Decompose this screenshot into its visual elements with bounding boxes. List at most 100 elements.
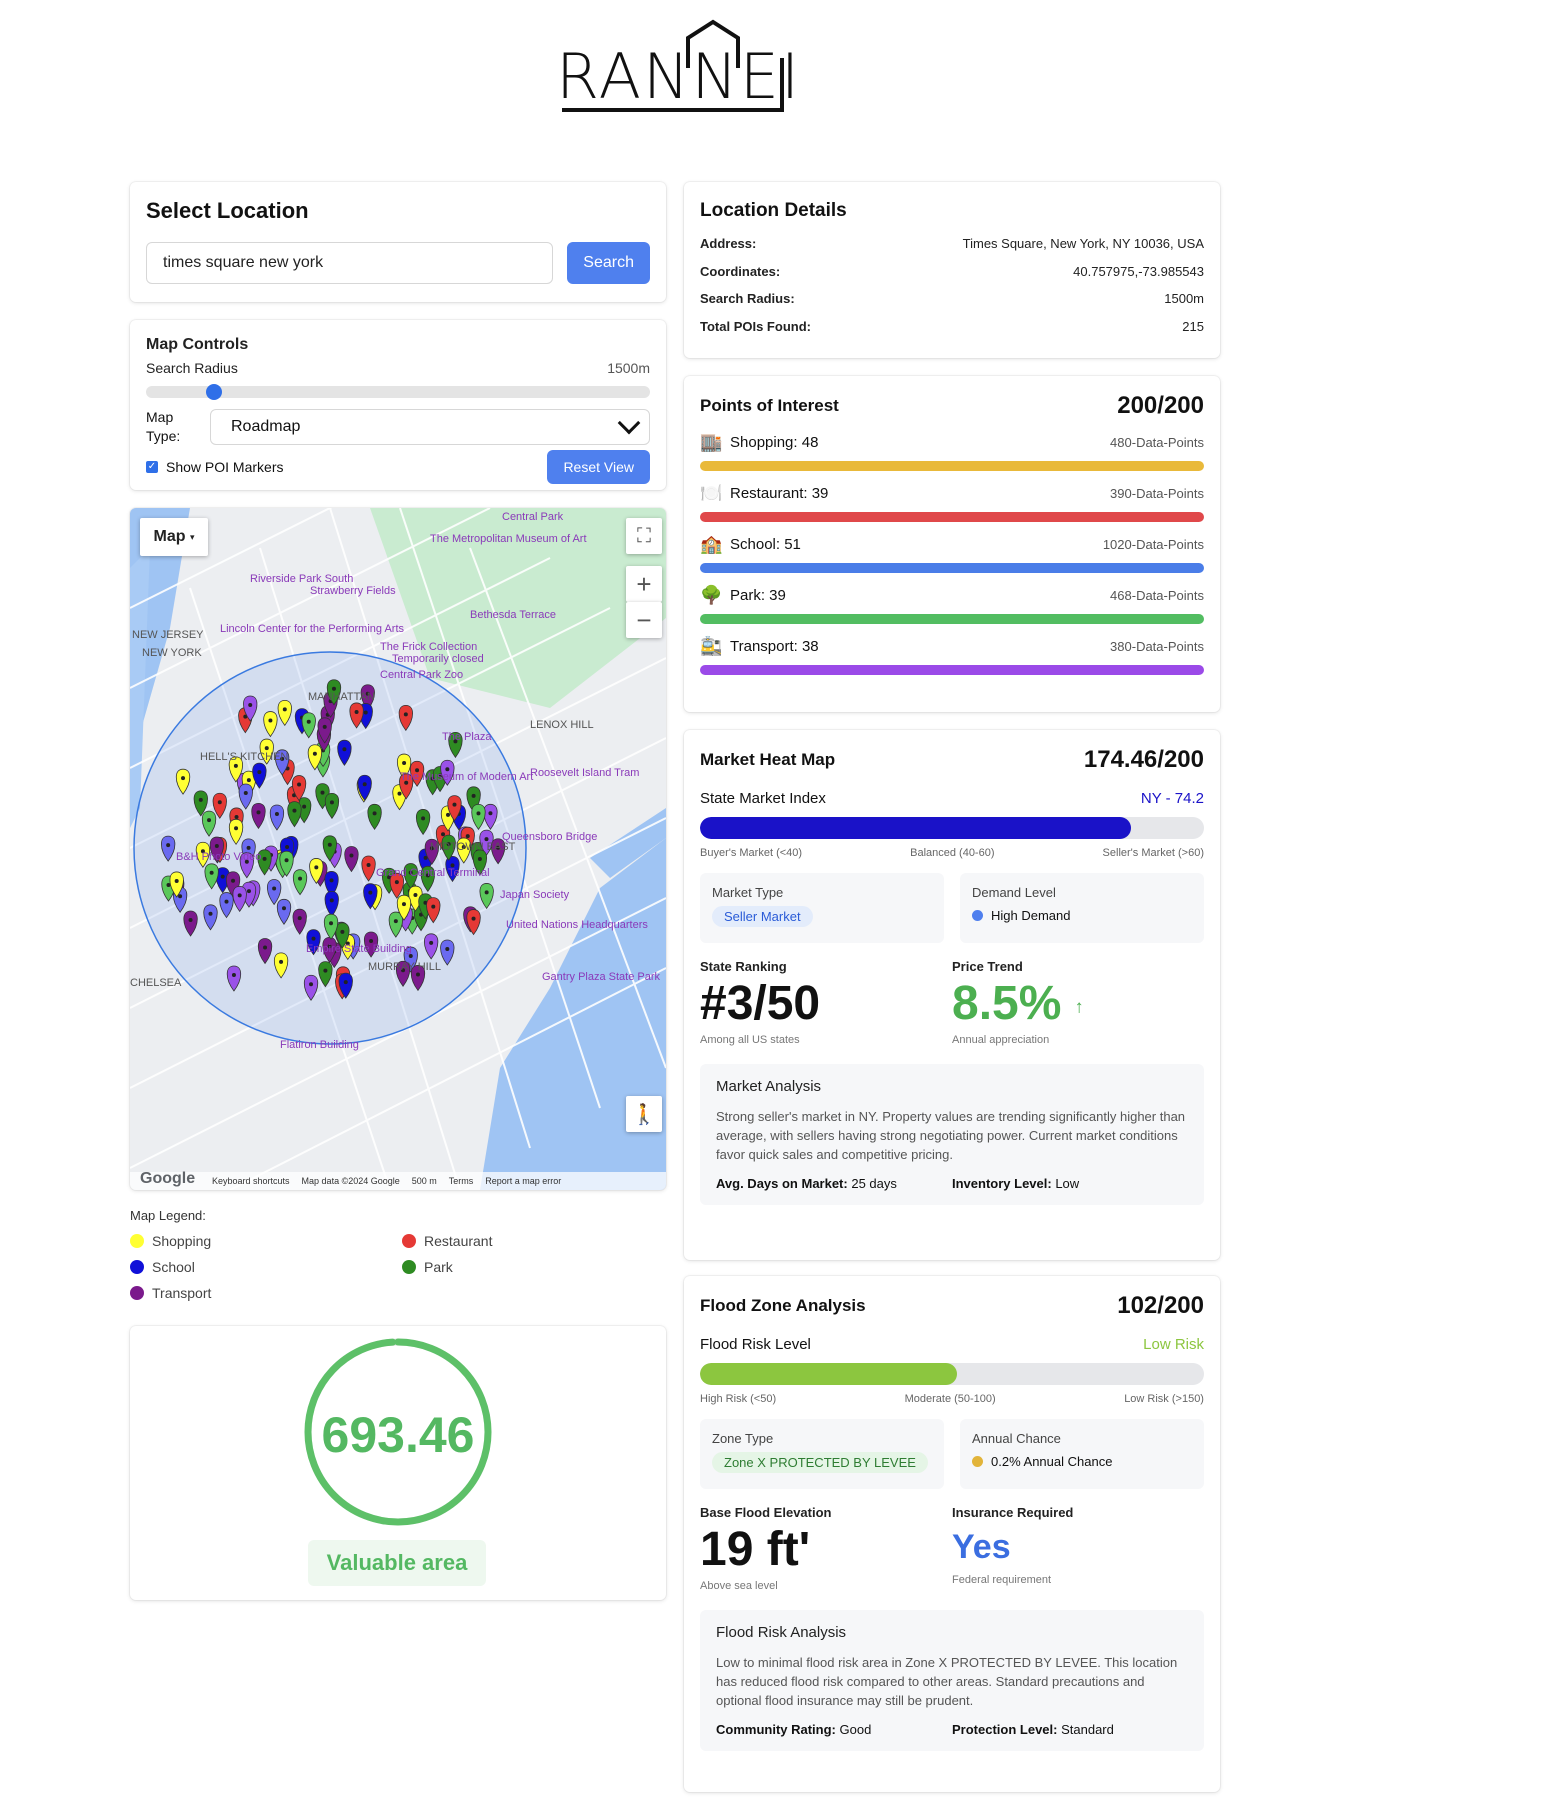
map-marker[interactable] <box>396 894 412 921</box>
map-marker[interactable] <box>426 897 441 924</box>
map-marker[interactable] <box>209 836 225 863</box>
map-marker[interactable] <box>388 911 403 938</box>
map-marker[interactable] <box>357 774 372 801</box>
map-marker[interactable] <box>193 790 208 817</box>
map-marker[interactable] <box>398 704 413 732</box>
map-marker[interactable] <box>363 931 379 958</box>
map-marker[interactable] <box>238 783 253 810</box>
map-marker[interactable] <box>279 850 294 877</box>
map-marker[interactable] <box>335 922 350 949</box>
map-marker[interactable] <box>423 933 439 960</box>
map-marker[interactable] <box>447 795 462 822</box>
map-marker[interactable] <box>483 803 498 830</box>
map-marker[interactable] <box>367 803 382 830</box>
map-marker[interactable] <box>287 801 302 828</box>
map-marker[interactable] <box>363 883 378 910</box>
map-marker[interactable] <box>257 938 273 965</box>
location-search-input[interactable] <box>146 242 554 284</box>
map-marker[interactable] <box>410 965 426 992</box>
zoom-out-button[interactable]: − <box>626 602 662 638</box>
map-marker[interactable] <box>389 872 405 899</box>
map-marker[interactable] <box>263 711 278 738</box>
map-marker[interactable] <box>399 773 414 800</box>
map-marker[interactable] <box>212 792 227 819</box>
map-marker[interactable] <box>232 885 247 913</box>
map-marker[interactable] <box>303 974 319 1001</box>
map-marker[interactable] <box>161 835 176 862</box>
map-marker[interactable] <box>420 865 436 892</box>
fullscreen-icon[interactable]: ⛶ <box>626 518 662 554</box>
map-marker[interactable] <box>257 849 272 876</box>
map-marker[interactable] <box>490 838 506 865</box>
map-marker[interactable] <box>195 841 211 868</box>
map-type-select[interactable]: Roadmap <box>210 409 650 445</box>
map-marker[interactable] <box>324 871 339 898</box>
keyboard-shortcuts-link[interactable]: Keyboard shortcuts <box>212 1176 290 1186</box>
map-marker[interactable] <box>440 759 455 786</box>
map-marker[interactable] <box>228 818 244 845</box>
map-marker[interactable] <box>441 834 456 861</box>
map-marker[interactable] <box>424 838 440 865</box>
map-marker[interactable] <box>323 913 339 940</box>
map-marker[interactable] <box>396 753 412 780</box>
map-marker[interactable] <box>251 802 266 830</box>
map-view[interactable]: Central Park The Metropolitan Museum of A… <box>130 508 666 1190</box>
map-marker[interactable] <box>243 695 258 722</box>
map-marker[interactable] <box>361 855 376 882</box>
map-marker[interactable] <box>456 837 471 864</box>
map-marker[interactable] <box>292 869 308 896</box>
map-marker[interactable] <box>183 910 198 937</box>
map-marker[interactable] <box>318 961 333 988</box>
reset-view-button[interactable]: Reset View <box>547 450 650 484</box>
map-marker[interactable] <box>322 835 337 862</box>
map-marker[interactable] <box>466 909 481 936</box>
zoom-in-button[interactable]: + <box>626 566 662 602</box>
map-marker[interactable] <box>337 739 352 766</box>
report-error-link[interactable]: Report a map error <box>485 1176 562 1186</box>
map-marker[interactable] <box>326 679 342 706</box>
map-marker[interactable] <box>276 898 292 925</box>
map-marker[interactable] <box>204 863 219 890</box>
map-marker[interactable] <box>349 702 364 729</box>
map-canvas[interactable]: Central Park The Metropolitan Museum of A… <box>130 508 666 1190</box>
map-marker[interactable] <box>471 803 486 831</box>
map-marker[interactable] <box>291 775 307 802</box>
map-marker[interactable] <box>301 712 316 739</box>
map-marker[interactable] <box>239 852 254 879</box>
map-marker[interactable] <box>440 939 455 966</box>
map-marker[interactable] <box>259 738 274 765</box>
map-marker[interactable] <box>307 744 323 771</box>
map-marker[interactable] <box>266 879 282 906</box>
map-marker[interactable] <box>201 810 217 837</box>
map-marker[interactable] <box>324 792 340 820</box>
map-marker[interactable] <box>344 846 359 873</box>
map-marker[interactable] <box>338 972 353 999</box>
map-marker[interactable] <box>448 732 463 759</box>
map-marker[interactable] <box>292 908 307 935</box>
map-marker[interactable] <box>395 960 411 987</box>
map-marker[interactable] <box>169 871 184 898</box>
map-marker[interactable] <box>203 904 218 931</box>
map-marker[interactable] <box>324 890 339 918</box>
map-marker[interactable] <box>309 858 324 885</box>
map-marker[interactable] <box>269 804 285 831</box>
map-marker[interactable] <box>306 929 321 956</box>
show-poi-markers-checkbox[interactable]: ✓ Show POI Markers <box>146 459 283 475</box>
map-marker[interactable] <box>472 849 488 876</box>
pegman-icon[interactable]: 🚶 <box>626 1096 662 1132</box>
map-marker[interactable] <box>219 892 234 919</box>
map-marker[interactable] <box>403 863 418 890</box>
map-scale[interactable]: 500 m <box>411 1176 437 1186</box>
map-marker[interactable] <box>252 762 267 789</box>
search-radius-slider-thumb[interactable] <box>206 384 223 400</box>
map-marker[interactable] <box>415 809 431 836</box>
map-marker[interactable] <box>275 749 290 776</box>
terms-link[interactable]: Terms <box>448 1176 474 1186</box>
map-marker[interactable] <box>479 883 494 910</box>
map-marker[interactable] <box>445 856 460 883</box>
map-marker[interactable] <box>277 699 292 727</box>
search-radius-slider[interactable] <box>146 384 650 400</box>
map-type-toggle-button[interactable]: Map ▾ <box>140 518 208 556</box>
map-marker[interactable] <box>317 717 332 744</box>
map-marker[interactable] <box>175 768 191 795</box>
